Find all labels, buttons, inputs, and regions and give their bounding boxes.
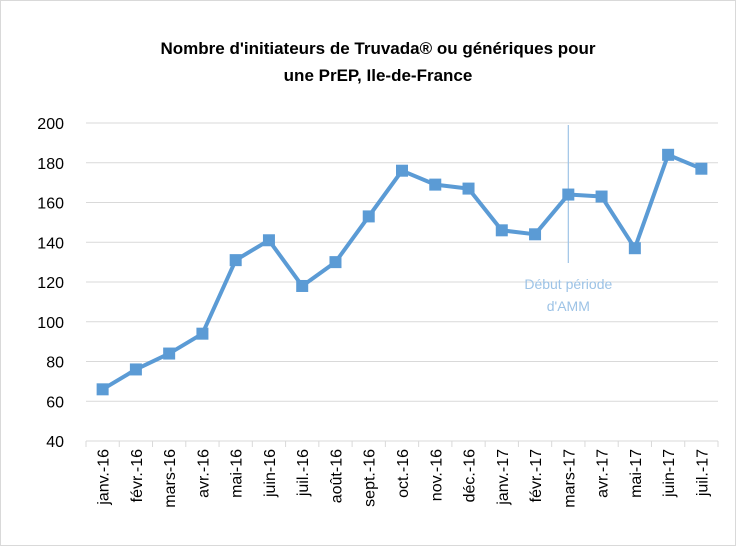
x-tick-label: mars-17 — [561, 449, 578, 508]
x-tick-label: févr.-17 — [528, 449, 545, 502]
point-marker — [595, 190, 608, 203]
x-tick-label: janv.-16 — [96, 449, 113, 506]
point-marker — [628, 242, 641, 255]
x-tick-label: mai-16 — [229, 449, 246, 498]
y-tick-label: 80 — [46, 355, 64, 372]
y-tick-label: 140 — [37, 235, 64, 252]
y-tick-label: 60 — [46, 394, 64, 411]
point-marker — [396, 164, 408, 177]
point-marker — [529, 228, 542, 241]
x-tick-label: mai-17 — [628, 449, 645, 498]
point-marker — [163, 347, 176, 360]
y-tick-label: 200 — [37, 116, 64, 133]
point-marker — [296, 279, 309, 292]
point-marker — [562, 188, 575, 201]
annotation-text: Début période — [524, 276, 612, 292]
x-tick-label: janv.-17 — [495, 449, 512, 506]
y-tick-label: 180 — [37, 156, 64, 173]
point-marker — [96, 383, 109, 396]
chart-title: une PrEP, Ile-de-France — [284, 66, 473, 85]
x-tick-label: août-16 — [328, 449, 345, 503]
point-marker — [196, 327, 209, 340]
y-tick-label: 160 — [37, 196, 64, 213]
point-marker — [262, 234, 275, 247]
point-marker — [129, 363, 142, 376]
annotation-text: d'AMM — [547, 298, 590, 314]
point-marker — [495, 224, 508, 237]
x-tick-label: avr.-16 — [195, 449, 212, 498]
x-tick-label: mars-16 — [162, 449, 179, 508]
point-marker — [695, 162, 708, 175]
y-tick-label: 40 — [46, 434, 64, 451]
chart-title: Nombre d'initiateurs de Truvada® ou géné… — [160, 39, 595, 58]
x-tick-label: juil.-16 — [295, 449, 312, 497]
x-tick-label: avr.-17 — [595, 449, 612, 498]
point-marker — [362, 210, 375, 223]
x-tick-label: juil.-17 — [694, 449, 711, 497]
y-tick-label: 100 — [37, 315, 64, 332]
x-tick-label: juin-17 — [661, 449, 678, 498]
x-tick-label: févr.-16 — [129, 449, 146, 502]
x-tick-label: juin-16 — [262, 449, 279, 498]
x-tick-label: oct.-16 — [395, 449, 412, 498]
point-marker — [329, 256, 342, 269]
point-marker — [229, 254, 242, 267]
x-tick-label: déc.-16 — [462, 449, 479, 502]
point-marker — [662, 148, 675, 161]
point-marker — [429, 178, 442, 191]
y-tick-label: 120 — [37, 275, 64, 292]
x-tick-label: nov.-16 — [428, 449, 445, 501]
x-tick-label: sept.-16 — [362, 449, 379, 507]
point-marker — [462, 182, 475, 195]
